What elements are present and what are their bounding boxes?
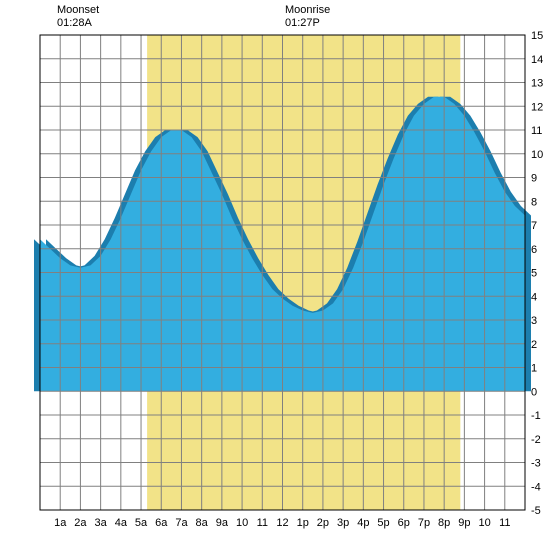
y-tick-label: 6 (531, 244, 537, 256)
x-tick-label: 9a (216, 517, 229, 529)
y-tick-label: 2 (531, 339, 537, 351)
tide-chart: Moonset 01:28A Moonrise 01:27P -5-4-3-2-… (0, 0, 550, 550)
x-tick-label: 7a (175, 517, 188, 529)
x-tick-label: 7p (418, 517, 430, 529)
x-tick-label: 10 (236, 517, 248, 529)
x-tick-label: 3p (337, 517, 349, 529)
x-tick-label: 2a (74, 517, 87, 529)
chart-svg: -5-4-3-2-101234567891011121314151a2a3a4a… (0, 0, 550, 550)
y-tick-label: -2 (531, 434, 541, 446)
y-tick-label: 13 (531, 78, 543, 90)
x-tick-label: 2p (317, 517, 329, 529)
x-tick-label: 1a (54, 517, 67, 529)
y-tick-label: -5 (531, 505, 541, 517)
y-tick-label: 5 (531, 268, 537, 280)
moonset-title: Moonset (57, 4, 99, 17)
y-tick-label: -3 (531, 458, 541, 470)
moonset-annotation: Moonset 01:28A (57, 4, 99, 30)
y-tick-label: 15 (531, 30, 543, 42)
y-tick-label: 3 (531, 315, 537, 327)
x-tick-label: 8a (196, 517, 209, 529)
y-tick-label: 7 (531, 220, 537, 232)
y-tick-label: 11 (531, 125, 542, 137)
x-tick-label: 10 (478, 517, 490, 529)
x-tick-label: 8p (438, 517, 450, 529)
x-tick-label: 4a (115, 517, 128, 529)
y-tick-label: 4 (531, 291, 537, 303)
y-tick-label: 14 (531, 54, 543, 66)
x-tick-label: 3a (95, 517, 108, 529)
x-tick-label: 6p (398, 517, 410, 529)
y-tick-label: -4 (531, 481, 541, 493)
y-tick-label: 8 (531, 196, 537, 208)
y-tick-label: 10 (531, 149, 543, 161)
x-tick-label: 5a (135, 517, 148, 529)
x-tick-label: 9p (458, 517, 470, 529)
x-tick-label: 6a (155, 517, 168, 529)
x-tick-label: 1p (297, 517, 309, 529)
x-tick-label: 4p (357, 517, 369, 529)
x-tick-label: 11 (257, 517, 268, 529)
y-tick-label: 0 (531, 386, 537, 398)
x-tick-label: 12 (276, 517, 288, 529)
y-tick-label: -1 (531, 410, 541, 422)
x-tick-label: 11 (499, 517, 510, 529)
moonrise-title: Moonrise (285, 4, 330, 17)
moonrise-time: 01:27P (285, 17, 330, 30)
moonset-time: 01:28A (57, 17, 99, 30)
y-tick-label: 9 (531, 173, 537, 185)
moonrise-annotation: Moonrise 01:27P (285, 4, 330, 30)
x-tick-label: 5p (377, 517, 389, 529)
y-tick-label: 12 (531, 101, 543, 113)
y-tick-label: 1 (531, 363, 537, 375)
